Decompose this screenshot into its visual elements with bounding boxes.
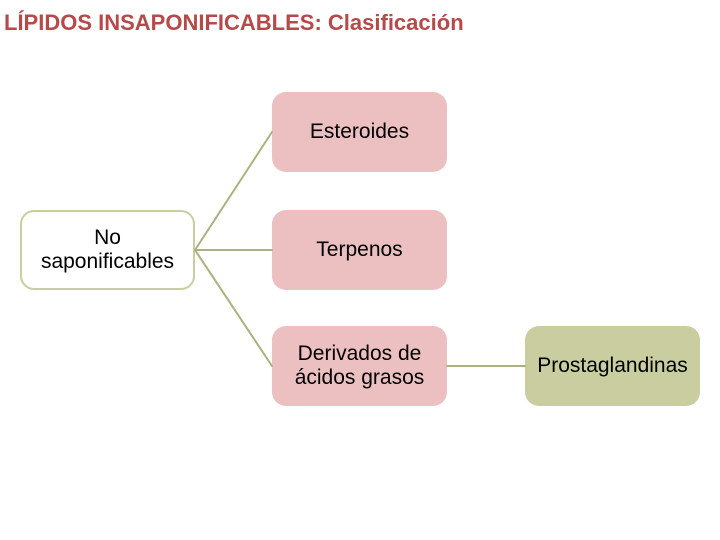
- slide-title: LÍPIDOS INSAPONIFICABLES: Clasificación: [4, 10, 464, 36]
- node-prostaglandinas: Prostaglandinas: [525, 326, 700, 406]
- node-label: Derivados deácidos grasos: [295, 342, 425, 390]
- node-esteroides: Esteroides: [272, 92, 447, 172]
- node-label: Terpenos: [316, 238, 402, 262]
- node-label: Prostaglandinas: [537, 354, 688, 378]
- node-derivados: Derivados deácidos grasos: [272, 326, 447, 406]
- node-no-saponificables: Nosaponificables: [20, 210, 195, 290]
- node-label: Esteroides: [310, 120, 409, 144]
- node-terpenos: Terpenos: [272, 210, 447, 290]
- node-label: Nosaponificables: [41, 226, 174, 274]
